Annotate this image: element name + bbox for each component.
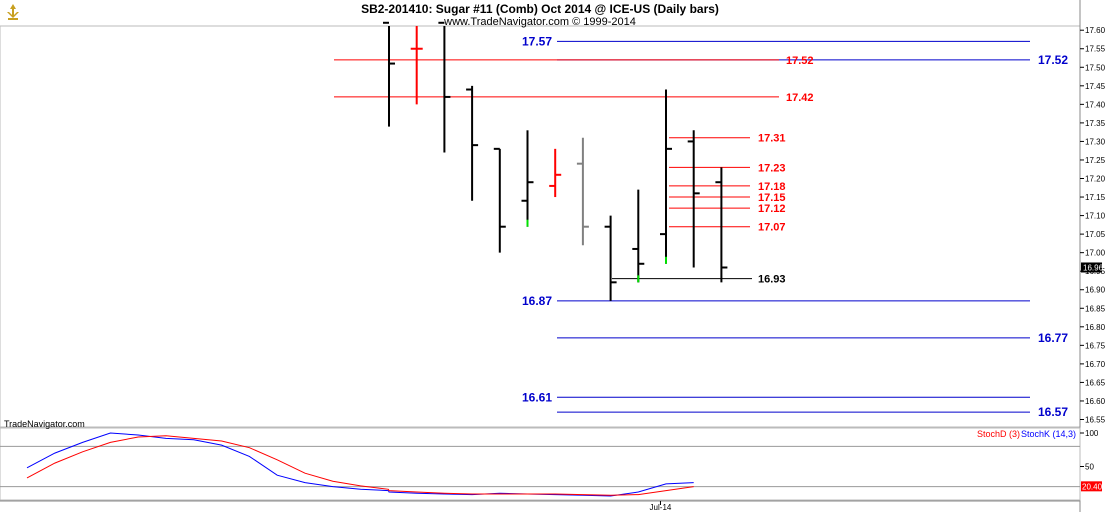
stoch-series-line bbox=[26, 435, 694, 496]
x-tick-label: Jul-14 bbox=[650, 503, 672, 512]
blue-level-label: 16.61 bbox=[522, 390, 552, 404]
stoch-tick-label: 100 bbox=[1085, 429, 1099, 438]
price-tick-label: 17.10 bbox=[1085, 212, 1106, 221]
stoch-pane-border bbox=[0, 427, 1081, 501]
price-tick-label: 16.55 bbox=[1085, 416, 1106, 425]
price-tick-label: 17.20 bbox=[1085, 175, 1106, 184]
price-tick-label: 17.25 bbox=[1085, 156, 1106, 165]
price-pane-border bbox=[0, 25, 1081, 428]
blue-level-label: 16.57 bbox=[1038, 405, 1068, 419]
stoch-last-box bbox=[1081, 481, 1102, 492]
price-tick-label: 16.90 bbox=[1085, 286, 1106, 295]
blue-level-label: 16.87 bbox=[522, 294, 552, 308]
price-tick-label: 16.85 bbox=[1085, 304, 1106, 313]
price-tick-label: 16.70 bbox=[1085, 360, 1106, 369]
price-tick-label: 17.35 bbox=[1085, 119, 1106, 128]
price-tick-label: 17.60 bbox=[1085, 26, 1106, 35]
watermark-text: TradeNavigator.com bbox=[4, 419, 85, 429]
chart-title: SB2-201410: Sugar #11 (Comb) Oct 2014 @ … bbox=[361, 2, 719, 16]
legend-stochk: StochK (14,3) bbox=[1021, 429, 1077, 439]
price-tick-label: 17.50 bbox=[1085, 63, 1106, 72]
price-tick-label: 16.80 bbox=[1085, 323, 1106, 332]
blue-level-label: 17.52 bbox=[1038, 53, 1068, 67]
blue-level-label: 17.57 bbox=[522, 34, 552, 48]
last-price-label: 16.96 bbox=[1083, 263, 1104, 272]
blue-level-label: 16.77 bbox=[1038, 331, 1068, 345]
red-level-label: 17.42 bbox=[786, 92, 814, 104]
red-level-label: 17.52 bbox=[786, 55, 814, 67]
price-tick-label: 17.45 bbox=[1085, 82, 1106, 91]
red-level-label: 17.18 bbox=[758, 181, 786, 193]
stoch-tick-label: 50 bbox=[1085, 463, 1094, 472]
red-level-label: 17.07 bbox=[758, 222, 786, 234]
legend-stochd: StochD (3) bbox=[977, 429, 1021, 439]
price-tick-label: 17.05 bbox=[1085, 230, 1106, 239]
red-level-label: 17.23 bbox=[758, 162, 786, 174]
copyright-text: www.TradeNavigator.com © 1999-2014 bbox=[444, 16, 636, 28]
price-tick-label: 16.60 bbox=[1085, 397, 1106, 406]
red-level-label: 17.31 bbox=[758, 133, 786, 145]
red-level-label: 17.15 bbox=[758, 192, 786, 204]
black-level-label: 16.93 bbox=[758, 274, 786, 286]
price-tick-label: 17.15 bbox=[1085, 193, 1106, 202]
stoch-last-label: 20.40 bbox=[1082, 482, 1103, 491]
trade-navigator-logo-icon bbox=[7, 4, 19, 20]
last-price-box bbox=[1081, 262, 1102, 273]
stoch-series-line bbox=[26, 432, 694, 497]
price-tick-label: 17.30 bbox=[1085, 137, 1106, 146]
price-tick-label: 16.75 bbox=[1085, 341, 1106, 350]
price-tick-label: 17.55 bbox=[1085, 45, 1106, 54]
price-tick-label: 17.40 bbox=[1085, 100, 1106, 109]
price-tick-label: 16.65 bbox=[1085, 378, 1106, 387]
price-tick-label: 17.00 bbox=[1085, 249, 1106, 258]
red-level-label: 17.12 bbox=[758, 203, 786, 215]
